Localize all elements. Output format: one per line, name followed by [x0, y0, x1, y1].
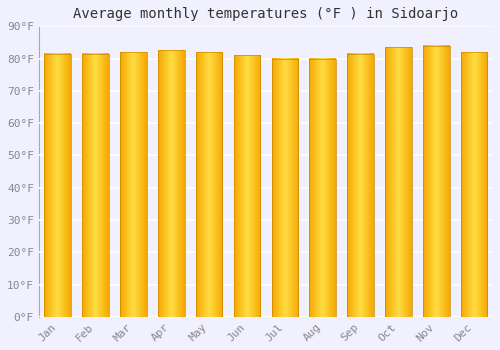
Bar — [385, 47, 411, 317]
Bar — [310, 58, 336, 317]
Bar — [120, 52, 146, 317]
Bar — [461, 52, 487, 317]
Bar — [423, 46, 450, 317]
Bar — [44, 54, 71, 317]
Title: Average monthly temperatures (°F ) in Sidoarjo: Average monthly temperatures (°F ) in Si… — [74, 7, 458, 21]
Bar — [272, 58, 298, 317]
Bar — [196, 52, 222, 317]
Bar — [348, 54, 374, 317]
Bar — [158, 50, 184, 317]
Bar — [82, 54, 109, 317]
Bar — [234, 55, 260, 317]
